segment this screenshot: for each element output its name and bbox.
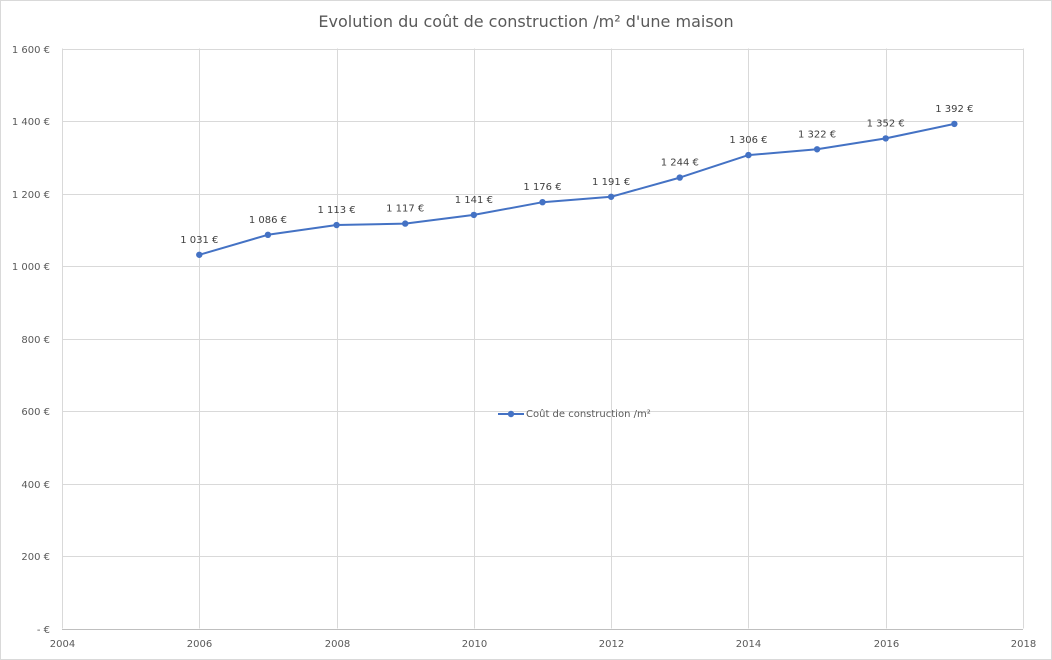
- y-tick-label: 600 €: [21, 407, 50, 418]
- y-tick-label: 800 €: [21, 335, 50, 346]
- data-point: [402, 220, 409, 227]
- data-point: [333, 221, 340, 229]
- y-tick-label: 1 200 €: [12, 190, 50, 201]
- legend[interactable]: Coût de construction /m²: [498, 408, 651, 420]
- data-label: 1 322 €: [798, 129, 836, 140]
- x-tick-label: 2004: [50, 639, 75, 650]
- series-line: [199, 122, 955, 256]
- y-axis: - € 200 € 400 € 600 € 800 € 1 000 € 1 200 € 1 4…: [12, 45, 50, 636]
- x-tick-label: 2016: [874, 639, 899, 650]
- x-tick-label: 2008: [325, 639, 350, 650]
- data-label: 1 113 €: [317, 205, 355, 216]
- data-point: [196, 251, 203, 258]
- y-tick-label: 1 000 €: [12, 262, 50, 273]
- data-label: 1 117 €: [386, 204, 424, 215]
- y-tick-label: 1 400 €: [12, 117, 50, 128]
- data-label: 1 086 €: [249, 215, 287, 226]
- y-tick-label: 200 €: [21, 552, 50, 563]
- gridlines: [62, 48, 1024, 630]
- data-point: [539, 199, 546, 206]
- x-tick-label: 2012: [599, 639, 624, 650]
- y-tick-label: 1 600 €: [12, 45, 50, 56]
- data-point: [882, 135, 889, 142]
- x-axis: 2004 2006 2008 2010 2012 2014 2016 2018: [50, 639, 1036, 650]
- data-point: [676, 174, 683, 181]
- data-label: 1 306 €: [729, 135, 767, 146]
- data-label: 1 176 €: [523, 182, 561, 193]
- y-tick-label: - €: [37, 625, 50, 636]
- x-tick-label: 2006: [187, 639, 212, 650]
- legend-marker-icon: [507, 410, 515, 418]
- data-label: 1 392 €: [935, 104, 973, 115]
- y-tick-label: 400 €: [21, 480, 50, 491]
- x-tick-label: 2018: [1011, 639, 1036, 650]
- data-label: 1 352 €: [867, 118, 905, 129]
- data-label: 1 141 €: [455, 195, 493, 206]
- data-point: [813, 146, 821, 153]
- data-point: [745, 151, 752, 159]
- data-label: 1 244 €: [661, 158, 699, 169]
- x-tick-label: 2014: [736, 639, 761, 650]
- chart-title: Evolution du coût de construction /m² d'…: [318, 12, 733, 31]
- x-tick-label: 2010: [462, 639, 487, 650]
- data-point: [264, 231, 272, 239]
- legend-label: Coût de construction /m²: [526, 408, 651, 420]
- data-point: [951, 120, 958, 128]
- data-label: 1 031 €: [180, 235, 218, 246]
- data-label: 1 191 €: [592, 177, 630, 188]
- data-point: [470, 211, 478, 219]
- series: 1 031 € 1 086 € 1 113 € 1 117 € 1 141 € 1 176…: [180, 104, 973, 258]
- data-point: [607, 193, 615, 200]
